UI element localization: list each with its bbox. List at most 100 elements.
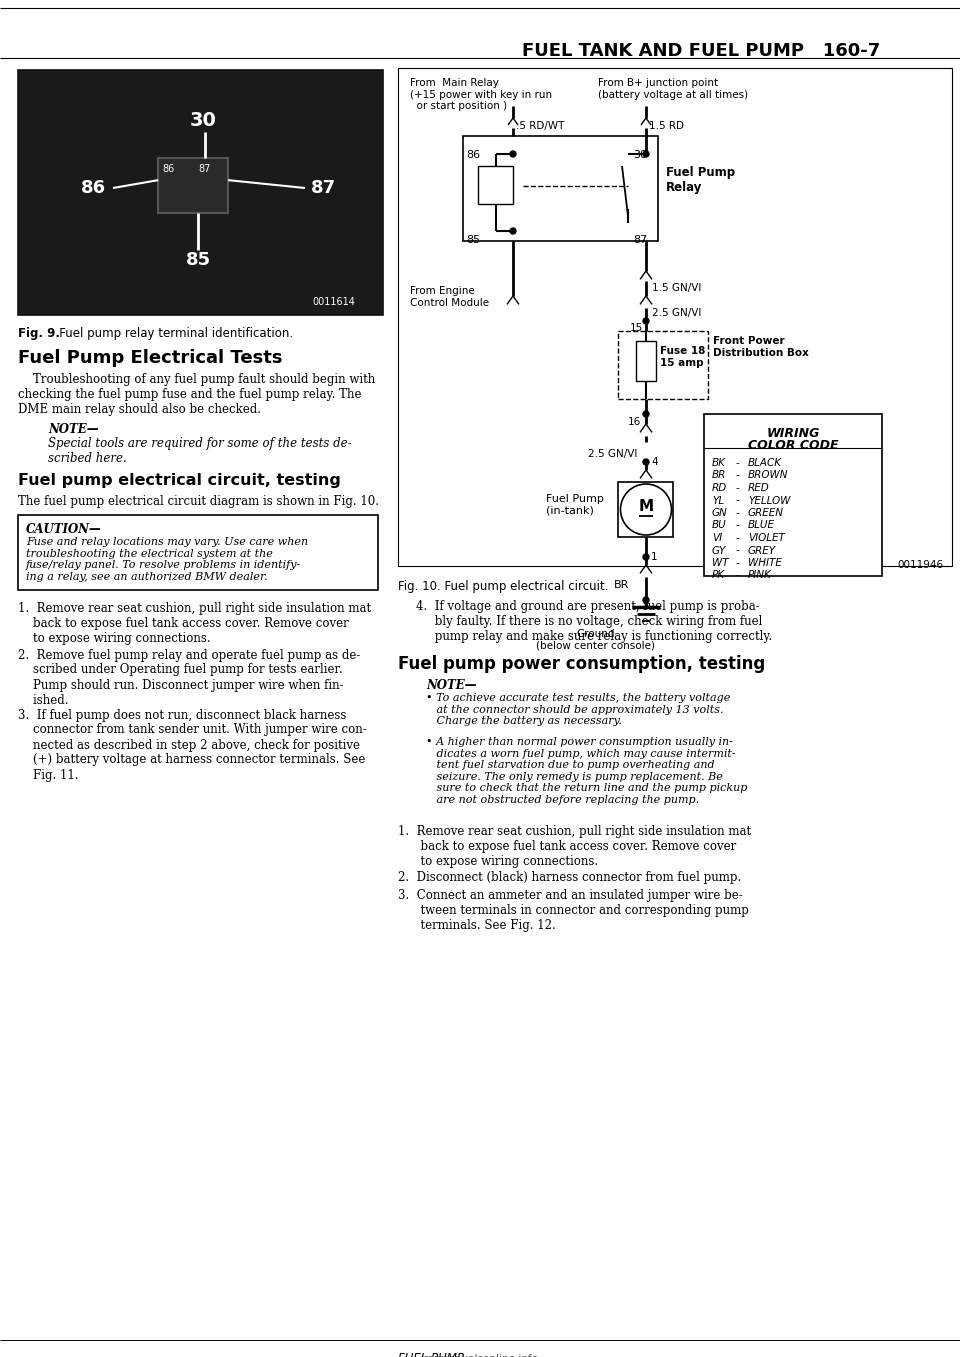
Text: BR: BR bbox=[614, 579, 630, 590]
Bar bbox=[704, 414, 882, 575]
Text: BLACK: BLACK bbox=[748, 459, 782, 468]
Text: NOTE—: NOTE— bbox=[48, 423, 99, 436]
Text: YELLOW: YELLOW bbox=[748, 495, 790, 506]
Text: Fuse and relay locations may vary. Use care when
troubleshooting the electrical : Fuse and relay locations may vary. Use c… bbox=[26, 537, 308, 582]
Text: PK: PK bbox=[712, 570, 725, 581]
Text: NOTE—: NOTE— bbox=[426, 678, 476, 692]
Text: Fuel pump electrical circuit, testing: Fuel pump electrical circuit, testing bbox=[18, 474, 341, 489]
Text: -: - bbox=[736, 570, 740, 581]
Bar bbox=[158, 157, 228, 213]
Text: 3.  If fuel pump does not run, disconnect black harness
    connector from tank : 3. If fuel pump does not run, disconnect… bbox=[18, 708, 367, 782]
Text: WT: WT bbox=[712, 558, 729, 569]
Text: Troubleshooting of any fuel pump fault should begin with
checking the fuel pump : Troubleshooting of any fuel pump fault s… bbox=[18, 373, 375, 417]
Text: -: - bbox=[736, 495, 740, 506]
Text: 15: 15 bbox=[630, 323, 643, 332]
Text: 2.5 GN/VI: 2.5 GN/VI bbox=[588, 449, 637, 459]
Text: BLUE: BLUE bbox=[748, 521, 775, 531]
Text: GN: GN bbox=[712, 508, 728, 518]
Text: 30: 30 bbox=[190, 110, 217, 129]
Circle shape bbox=[643, 597, 649, 603]
Text: 2.  Disconnect (black) harness connector from fuel pump.: 2. Disconnect (black) harness connector … bbox=[398, 870, 741, 883]
Text: 0011614: 0011614 bbox=[312, 297, 355, 307]
Text: RED: RED bbox=[748, 483, 770, 493]
Text: -: - bbox=[736, 558, 740, 569]
Circle shape bbox=[643, 411, 649, 417]
Text: Front Power
Distribution Box: Front Power Distribution Box bbox=[713, 337, 809, 358]
Circle shape bbox=[643, 459, 649, 465]
Text: 1: 1 bbox=[651, 552, 658, 562]
Text: -: - bbox=[736, 521, 740, 531]
Text: BR: BR bbox=[712, 471, 727, 480]
Text: PINK: PINK bbox=[748, 570, 772, 581]
Text: 2.5 GN/VI: 2.5 GN/VI bbox=[652, 308, 702, 318]
Text: COLOR CODE: COLOR CODE bbox=[748, 440, 838, 452]
Text: 4.  If voltage and ground are present, fuel pump is proba-
     bly faulty. If t: 4. If voltage and ground are present, fu… bbox=[416, 600, 772, 643]
Text: RD: RD bbox=[712, 483, 728, 493]
Text: • To achieve accurate test results, the battery voltage
   at the connector shou: • To achieve accurate test results, the … bbox=[426, 693, 731, 726]
Text: CAUTION—: CAUTION— bbox=[26, 522, 102, 536]
Text: 2.  Remove fuel pump relay and operate fuel pump as de-
    scribed under Operat: 2. Remove fuel pump relay and operate fu… bbox=[18, 649, 360, 707]
Text: Fuel Pump
(in-tank): Fuel Pump (in-tank) bbox=[546, 494, 604, 516]
Circle shape bbox=[510, 151, 516, 157]
Text: From B+ junction point
(battery voltage at all times): From B+ junction point (battery voltage … bbox=[598, 77, 748, 99]
Text: Fuel pump relay terminal identification.: Fuel pump relay terminal identification. bbox=[48, 327, 293, 341]
Text: FUEL TANK AND FUEL PUMP   160-7: FUEL TANK AND FUEL PUMP 160-7 bbox=[521, 42, 880, 60]
Text: 16: 16 bbox=[628, 417, 641, 427]
Text: carmanualsonline.info: carmanualsonline.info bbox=[422, 1354, 538, 1357]
Text: 1.  Remove rear seat cushion, pull right side insulation mat
    back to expose : 1. Remove rear seat cushion, pull right … bbox=[18, 603, 372, 645]
Text: Fig. 9.: Fig. 9. bbox=[18, 327, 60, 341]
Text: Fuel pump power consumption, testing: Fuel pump power consumption, testing bbox=[398, 655, 765, 673]
Text: Fuel Pump Electrical Tests: Fuel Pump Electrical Tests bbox=[18, 349, 282, 366]
Text: 4: 4 bbox=[651, 457, 658, 467]
Bar bbox=[463, 136, 658, 242]
Bar bbox=[398, 68, 952, 566]
Text: M: M bbox=[638, 499, 654, 514]
Text: 86: 86 bbox=[466, 151, 480, 160]
Bar bbox=[478, 166, 513, 204]
Text: 1.5 GN/VI: 1.5 GN/VI bbox=[652, 284, 702, 293]
Text: From  Main Relay
(+15 power with key in run
  or start position ): From Main Relay (+15 power with key in r… bbox=[410, 77, 552, 111]
Text: 30: 30 bbox=[633, 151, 647, 160]
Text: Fig. 10. Fuel pump electrical circuit.: Fig. 10. Fuel pump electrical circuit. bbox=[398, 579, 609, 593]
Text: WHITE: WHITE bbox=[748, 558, 781, 569]
Text: -: - bbox=[736, 533, 740, 543]
Circle shape bbox=[643, 318, 649, 324]
Text: From Engine
Control Module: From Engine Control Module bbox=[410, 286, 490, 308]
Text: 1.  Remove rear seat cushion, pull right side insulation mat
      back to expos: 1. Remove rear seat cushion, pull right … bbox=[398, 825, 751, 868]
Bar bbox=[618, 482, 673, 537]
Text: -: - bbox=[736, 546, 740, 555]
Text: Special tools are required for some of the tests de-
scribed here.: Special tools are required for some of t… bbox=[48, 437, 351, 465]
Bar bbox=[636, 341, 656, 381]
Text: Fuel Pump
Relay: Fuel Pump Relay bbox=[666, 166, 735, 194]
Bar bbox=[18, 71, 383, 315]
Text: Ground
(below center console): Ground (below center console) bbox=[537, 630, 656, 650]
Text: VIOLET: VIOLET bbox=[748, 533, 785, 543]
Text: -: - bbox=[736, 483, 740, 493]
Circle shape bbox=[510, 228, 516, 233]
Text: -: - bbox=[736, 459, 740, 468]
Text: 87: 87 bbox=[633, 235, 647, 246]
Text: WIRING: WIRING bbox=[766, 427, 820, 440]
Text: 85: 85 bbox=[466, 235, 480, 246]
Text: 3.  Connect an ammeter and an insulated jumper wire be-
      tween terminals in: 3. Connect an ammeter and an insulated j… bbox=[398, 889, 749, 932]
Text: 0011946: 0011946 bbox=[897, 560, 943, 570]
Circle shape bbox=[643, 554, 649, 560]
Text: 86: 86 bbox=[81, 179, 106, 197]
Text: Fuse 18
15 amp: Fuse 18 15 amp bbox=[660, 346, 706, 368]
Text: • A higher than normal power consumption usually in-
   dicates a worn fuel pump: • A higher than normal power consumption… bbox=[426, 737, 748, 805]
Bar bbox=[618, 331, 708, 399]
Text: -: - bbox=[736, 508, 740, 518]
Text: .5 RD/WT: .5 RD/WT bbox=[516, 121, 564, 132]
Text: 87: 87 bbox=[198, 164, 210, 174]
Text: BROWN: BROWN bbox=[748, 471, 788, 480]
Text: 86: 86 bbox=[162, 164, 175, 174]
Text: BU: BU bbox=[712, 521, 727, 531]
Bar bbox=[18, 516, 378, 590]
Text: GREY: GREY bbox=[748, 546, 776, 555]
Text: The fuel pump electrical circuit diagram is shown in Fig. 10.: The fuel pump electrical circuit diagram… bbox=[18, 495, 379, 508]
Text: -: - bbox=[736, 471, 740, 480]
Text: YL: YL bbox=[712, 495, 724, 506]
Circle shape bbox=[620, 484, 671, 535]
Text: 1.5 RD: 1.5 RD bbox=[649, 121, 684, 132]
Text: BK: BK bbox=[712, 459, 726, 468]
